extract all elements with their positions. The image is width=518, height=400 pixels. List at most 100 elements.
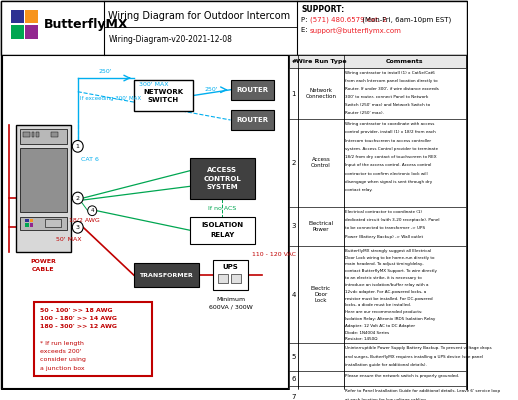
Text: 50 - 100' >> 18 AWG: 50 - 100' >> 18 AWG xyxy=(40,308,112,313)
Text: 7: 7 xyxy=(292,394,296,400)
Text: Input of the access control. Access control: Input of the access control. Access cont… xyxy=(346,164,431,168)
Text: 180 - 300' >> 12 AWG: 180 - 300' >> 12 AWG xyxy=(40,324,117,329)
Text: a junction box: a junction box xyxy=(40,366,84,371)
Bar xyxy=(20,148,67,212)
Bar xyxy=(11,25,23,39)
Text: 12vdc adapter. For AC-powered locks, a: 12vdc adapter. For AC-powered locks, a xyxy=(346,290,427,294)
Text: Door: Door xyxy=(314,292,327,297)
Bar xyxy=(25,224,29,227)
Text: Router (250' max).: Router (250' max). xyxy=(346,112,384,116)
Bar xyxy=(30,218,34,222)
Text: Lock: Lock xyxy=(314,298,327,303)
Text: and surges, ButterflyMX requires installing a UPS device (see panel: and surges, ButterflyMX requires install… xyxy=(346,355,483,359)
Text: Control: Control xyxy=(311,163,331,168)
Text: exceeds 200': exceeds 200' xyxy=(40,349,81,354)
Text: Door Lock wiring to be home-run directly to: Door Lock wiring to be home-run directly… xyxy=(346,256,435,260)
Bar xyxy=(231,110,274,130)
Text: consider using: consider using xyxy=(40,358,85,362)
Bar xyxy=(289,68,467,119)
Text: locks, a diode must be installed.: locks, a diode must be installed. xyxy=(346,303,411,307)
Bar xyxy=(289,371,467,386)
Bar xyxy=(289,119,467,207)
Bar xyxy=(289,246,467,343)
Text: disengage when signal is sent through dry: disengage when signal is sent through dr… xyxy=(346,180,433,184)
Text: dedicated circuit (with 3-20 receptacle). Panel: dedicated circuit (with 3-20 receptacle)… xyxy=(346,218,440,222)
Text: 250': 250' xyxy=(99,69,112,74)
Text: ButterflyMX strongly suggest all Electrical: ButterflyMX strongly suggest all Electri… xyxy=(346,249,431,253)
Text: 2: 2 xyxy=(76,196,80,200)
Text: support@butterflymx.com: support@butterflymx.com xyxy=(310,27,402,34)
Circle shape xyxy=(88,206,97,216)
Text: SUPPORT:: SUPPORT: xyxy=(301,5,344,14)
Bar xyxy=(45,218,62,227)
Text: 3: 3 xyxy=(292,223,296,229)
Bar xyxy=(51,132,58,136)
Text: Connection: Connection xyxy=(306,94,336,99)
Text: 250': 250' xyxy=(205,87,219,92)
Text: ROUTER: ROUTER xyxy=(236,87,268,93)
Text: 18/2 AWG: 18/2 AWG xyxy=(69,217,99,222)
Text: Uninterruptible Power Supply Battery Backup. To prevent voltage drops: Uninterruptible Power Supply Battery Bac… xyxy=(346,346,492,350)
Circle shape xyxy=(73,222,83,233)
Text: 300' MAX: 300' MAX xyxy=(139,82,169,87)
Text: system. Access Control provider to terminate: system. Access Control provider to termi… xyxy=(346,147,438,151)
Bar xyxy=(11,10,23,24)
Text: 5: 5 xyxy=(292,354,296,360)
Text: Electric: Electric xyxy=(311,286,331,291)
Text: If exceeding 300' MAX: If exceeding 300' MAX xyxy=(80,96,141,101)
Bar xyxy=(218,274,228,283)
Text: from each Intercom panel location directly to: from each Intercom panel location direct… xyxy=(346,79,438,83)
Text: Wiring contractor to coordinate with access: Wiring contractor to coordinate with acc… xyxy=(346,122,435,126)
Text: UPS: UPS xyxy=(223,264,238,270)
Text: SWITCH: SWITCH xyxy=(148,98,179,104)
Bar xyxy=(289,55,467,68)
Bar xyxy=(289,386,467,400)
Text: #: # xyxy=(291,59,296,64)
Bar xyxy=(23,132,30,136)
Text: ISOLATION: ISOLATION xyxy=(202,222,243,228)
Text: CONTROL: CONTROL xyxy=(204,176,241,182)
Text: ROUTER: ROUTER xyxy=(236,117,268,123)
Bar xyxy=(2,55,289,388)
Text: resistor must be installed. For DC-powered: resistor must be installed. For DC-power… xyxy=(346,296,433,300)
Text: Electrical: Electrical xyxy=(308,221,334,226)
Text: introduce an isolation/buffer relay with a: introduce an isolation/buffer relay with… xyxy=(346,283,429,287)
Text: ButterflyMX: ButterflyMX xyxy=(44,18,128,31)
Text: main headend. To adjust timing/delay,: main headend. To adjust timing/delay, xyxy=(346,262,424,266)
Bar xyxy=(25,10,38,24)
Text: RELAY: RELAY xyxy=(210,232,235,238)
Text: POWER: POWER xyxy=(31,259,56,264)
Text: Wiring-Diagram-v20-2021-12-08: Wiring-Diagram-v20-2021-12-08 xyxy=(108,34,233,44)
Text: 1: 1 xyxy=(76,144,80,149)
Text: If no ACS: If no ACS xyxy=(208,206,237,211)
Text: TRANSFORMER: TRANSFORMER xyxy=(139,273,193,278)
Text: to be connected to transformer -> UPS: to be connected to transformer -> UPS xyxy=(346,226,425,230)
Text: contact relay.: contact relay. xyxy=(346,188,373,192)
Text: at each location for low voltage cabling.: at each location for low voltage cabling… xyxy=(346,398,427,400)
Bar xyxy=(134,264,199,287)
Text: Here are our recommended products:: Here are our recommended products: xyxy=(346,310,423,314)
Bar xyxy=(34,302,152,376)
Text: Minimum: Minimum xyxy=(216,297,245,302)
Bar xyxy=(134,80,193,111)
Text: 50' MAX: 50' MAX xyxy=(56,236,81,242)
Text: to an electric strike, it is necessary to: to an electric strike, it is necessary t… xyxy=(346,276,422,280)
Text: (571) 480.6579 ext. 2: (571) 480.6579 ext. 2 xyxy=(310,16,387,23)
Text: * If run length: * If run length xyxy=(40,341,83,346)
Text: (Mon-Fri, 6am-10pm EST): (Mon-Fri, 6am-10pm EST) xyxy=(360,16,451,23)
Bar xyxy=(25,218,29,222)
Bar xyxy=(231,80,274,100)
Text: contractor to confirm electronic lock will: contractor to confirm electronic lock wi… xyxy=(346,172,428,176)
Text: Intercom touchscreen to access controller: Intercom touchscreen to access controlle… xyxy=(346,138,431,142)
Bar xyxy=(36,132,39,136)
Text: 300' to router, connect Panel to Network: 300' to router, connect Panel to Network xyxy=(346,95,428,99)
Bar xyxy=(289,55,467,388)
Text: Wire Run Type: Wire Run Type xyxy=(296,59,346,64)
Text: Resistor: 1450Ω: Resistor: 1450Ω xyxy=(346,338,378,342)
Text: 3: 3 xyxy=(76,225,80,230)
Text: contact ButterflyMX Support. To wire directly: contact ButterflyMX Support. To wire dir… xyxy=(346,269,437,273)
Text: 110 - 120 VAC: 110 - 120 VAC xyxy=(252,252,296,257)
Bar xyxy=(25,25,38,39)
Text: Diode: 1N4004 Series: Diode: 1N4004 Series xyxy=(346,331,390,335)
Text: 18/2 from dry contact of touchscreen to REX: 18/2 from dry contact of touchscreen to … xyxy=(346,155,437,159)
